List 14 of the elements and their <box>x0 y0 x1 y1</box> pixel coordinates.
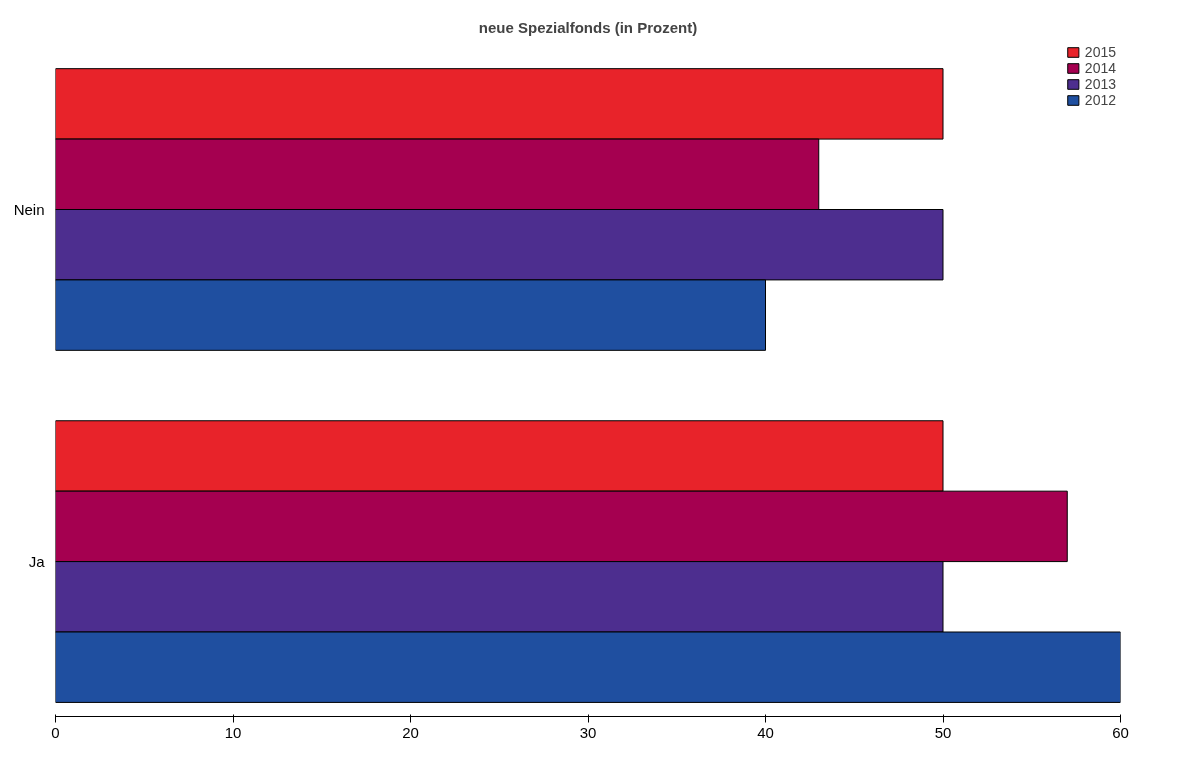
x-tick-label: 0 <box>51 723 60 741</box>
legend-label: 2013 <box>1084 76 1116 92</box>
legend-label: 2015 <box>1084 44 1116 60</box>
legend-label: 2014 <box>1084 60 1116 76</box>
x-tick-label: 20 <box>402 723 419 741</box>
x-tick-label: 60 <box>1112 723 1129 741</box>
x-tick-label: 10 <box>224 723 242 741</box>
x-tick-label: 40 <box>757 723 774 741</box>
y-tick-label: Nein <box>13 201 45 218</box>
chart-title: neue Spezialfonds (in Prozent) <box>478 18 698 36</box>
legend-label: 2012 <box>1084 92 1116 108</box>
y-tick-label: Ja <box>28 553 46 571</box>
x-tick-label: 30 <box>579 723 597 741</box>
x-tick-label: 50 <box>934 723 952 741</box>
